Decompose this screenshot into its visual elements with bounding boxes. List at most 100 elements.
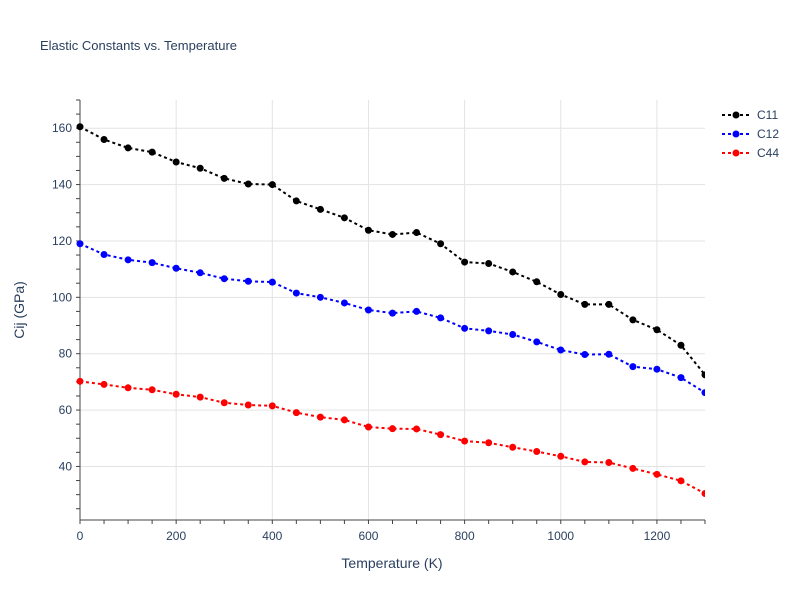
data-point[interactable] [172,390,180,398]
axes: 0 200 400 600 800 1000 1200 40 60 80 100 120 140 160 [52,99,706,543]
data-point[interactable] [533,448,541,456]
data-point[interactable] [268,402,276,410]
legend-label: C11 [757,108,778,122]
data-point[interactable] [461,437,469,445]
data-point[interactable] [653,326,661,334]
legend-marker [732,111,740,119]
data-point[interactable] [316,413,324,421]
data-point[interactable] [389,230,396,238]
legend-item-c11[interactable]: C11 [722,108,778,122]
series-c11[interactable] [76,123,709,379]
data-point[interactable] [244,401,252,409]
data-point[interactable] [76,240,84,248]
data-point[interactable] [581,458,589,466]
data-point[interactable] [148,148,156,156]
data-point[interactable] [533,278,541,286]
data-point[interactable] [292,409,300,417]
legend-marker [732,130,740,138]
legend[interactable]: C11 C12 C44 [722,108,779,160]
x-tick-label: 800 [455,529,475,543]
data-point[interactable] [461,324,469,332]
data-point[interactable] [220,174,228,182]
data-point[interactable] [124,256,132,264]
data-point[interactable] [629,363,637,371]
data-point[interactable] [268,278,276,286]
legend-label: C12 [757,127,779,141]
data-point[interactable] [485,259,493,267]
data-point[interactable] [461,258,469,266]
chart-title: Elastic Constants vs. Temperature [40,38,237,53]
data-point[interactable] [413,307,421,315]
data-point[interactable] [485,439,493,447]
data-point[interactable] [701,490,709,498]
series-c12[interactable] [76,240,709,397]
data-point[interactable] [340,214,348,222]
plot-area[interactable] [76,123,709,498]
data-point[interactable] [196,164,204,172]
data-point[interactable] [268,181,276,189]
data-point[interactable] [292,289,300,297]
data-point[interactable] [100,135,108,143]
data-point[interactable] [509,268,517,276]
x-tick-label: 1000 [547,529,574,543]
data-point[interactable] [364,306,372,314]
data-point[interactable] [100,380,108,388]
data-point[interactable] [629,464,637,472]
data-point[interactable] [244,180,252,188]
data-point[interactable] [629,316,637,324]
data-point[interactable] [509,331,517,339]
data-point[interactable] [605,300,613,308]
data-point[interactable] [340,299,348,307]
y-tick-label: 80 [59,347,73,361]
data-point[interactable] [196,393,204,401]
data-point[interactable] [413,425,421,433]
data-point[interactable] [581,300,589,308]
data-point[interactable] [413,228,421,236]
data-point[interactable] [220,275,228,283]
data-point[interactable] [605,350,613,358]
data-point[interactable] [244,277,252,285]
data-point[interactable] [581,351,589,359]
data-point[interactable] [76,123,84,131]
data-point[interactable] [677,341,685,349]
legend-item-c44[interactable]: C44 [722,146,779,160]
data-point[interactable] [701,371,709,379]
data-point[interactable] [148,259,156,267]
data-point[interactable] [557,290,565,298]
data-point[interactable] [196,269,204,277]
data-point[interactable] [220,399,228,407]
data-point[interactable] [533,338,541,346]
data-point[interactable] [605,458,613,466]
series-c44[interactable] [76,377,709,498]
x-tick-label: 600 [358,529,378,543]
data-point[interactable] [437,314,445,322]
data-point[interactable] [172,158,180,166]
data-point[interactable] [389,425,396,433]
data-point[interactable] [701,389,709,397]
data-point[interactable] [316,205,324,213]
data-point[interactable] [124,144,132,152]
data-point[interactable] [316,293,324,301]
data-point[interactable] [677,374,685,382]
y-tick-label: 160 [52,121,72,135]
data-point[interactable] [653,470,661,478]
data-point[interactable] [557,452,565,460]
data-point[interactable] [340,416,348,424]
data-point[interactable] [124,384,132,392]
data-point[interactable] [364,423,372,431]
data-point[interactable] [148,386,156,394]
data-point[interactable] [100,250,108,258]
data-point[interactable] [76,377,84,385]
data-point[interactable] [292,197,300,205]
data-point[interactable] [509,443,517,451]
data-point[interactable] [677,477,685,485]
legend-item-c12[interactable]: C12 [722,127,779,141]
data-point[interactable] [364,226,372,234]
data-point[interactable] [172,264,180,272]
data-point[interactable] [485,327,493,335]
data-point[interactable] [653,365,661,373]
data-point[interactable] [437,431,445,439]
data-point[interactable] [437,240,445,248]
data-point[interactable] [557,346,565,354]
data-point[interactable] [389,309,396,317]
